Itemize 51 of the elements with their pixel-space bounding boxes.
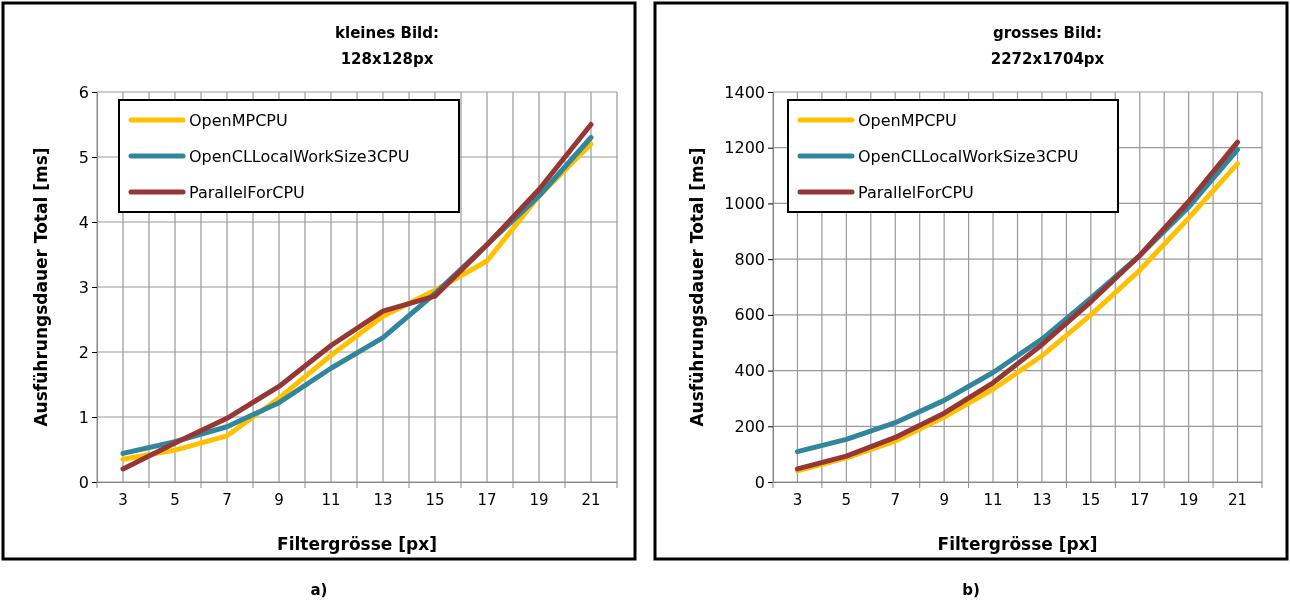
x-tick-label: 19 <box>529 490 549 509</box>
text: a) <box>310 581 328 599</box>
x-tick-label: 7 <box>222 490 232 509</box>
chart-subtitle: 2272x1704px <box>990 50 1105 68</box>
x-tick-label: 19 <box>1179 490 1199 509</box>
x-tick-label: 7 <box>890 490 901 509</box>
x-tick-label: 5 <box>170 490 180 509</box>
y-axis-title: Ausführungsdauer Total [ms] <box>687 147 707 427</box>
x-tick-label: 11 <box>321 490 341 509</box>
legend-label: OpenMPCPU <box>858 111 957 130</box>
y-tick-label: 1200 <box>724 138 765 158</box>
x-tick-label: 9 <box>274 490 284 509</box>
legend-label: OpenCLLocalWorkSize3CPU <box>189 147 410 166</box>
chart-title: kleines Bild: <box>335 24 439 42</box>
chart-title: grosses Bild: <box>992 24 1103 42</box>
y-tick-label: 1000 <box>724 194 765 214</box>
x-tick-label: 15 <box>425 490 445 509</box>
y-tick-label: 6 <box>78 82 89 102</box>
text: b) <box>962 581 980 599</box>
x-tick-label: 5 <box>841 490 852 509</box>
y-axis-title: Ausführungsdauer Total [ms] <box>31 147 51 427</box>
x-tick-label: 13 <box>373 490 393 509</box>
legend-label: ParallelForCPU <box>189 183 305 202</box>
y-tick-label: 1400 <box>724 82 765 102</box>
x-tick-label: 15 <box>1081 490 1101 509</box>
y-tick-label: 5 <box>78 147 89 167</box>
y-tick-label: 0 <box>754 472 765 492</box>
y-tick-label: 400 <box>734 361 765 381</box>
x-axis-title: Filtergrösse [px] <box>277 534 437 554</box>
y-tick-label: 1 <box>78 407 89 427</box>
chart-subtitle: 128x128px <box>340 50 434 68</box>
x-tick-label: 3 <box>118 490 128 509</box>
y-tick-label: 2 <box>78 342 89 362</box>
legend-label: OpenMPCPU <box>189 111 288 130</box>
x-axis-title: Filtergrösse [px] <box>937 534 1098 554</box>
x-tick-label: 3 <box>792 490 803 509</box>
x-tick-label: 13 <box>1032 490 1052 509</box>
y-tick-label: 800 <box>734 249 765 269</box>
y-tick-label: 4 <box>78 212 89 232</box>
legend-label: ParallelForCPU <box>858 183 974 202</box>
y-tick-label: 3 <box>78 277 89 297</box>
x-tick-label: 11 <box>983 490 1003 509</box>
x-tick-label: 21 <box>581 490 601 509</box>
legend-label: OpenCLLocalWorkSize3CPU <box>858 147 1079 166</box>
y-tick-label: 0 <box>78 472 89 492</box>
x-tick-label: 9 <box>939 490 949 509</box>
y-tick-label: 600 <box>734 305 765 325</box>
x-tick-label: 17 <box>1130 490 1150 509</box>
y-tick-label: 200 <box>734 416 765 436</box>
x-tick-label: 17 <box>477 490 497 509</box>
x-tick-label: 21 <box>1228 490 1248 509</box>
